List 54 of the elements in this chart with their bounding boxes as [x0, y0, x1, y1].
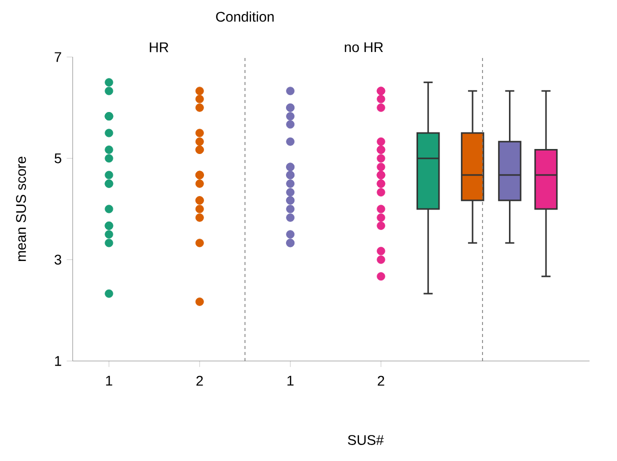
x-tick-label: 1	[106, 376, 112, 386]
y-tick-label: 7	[54, 52, 62, 62]
point	[195, 128, 204, 138]
point	[376, 213, 386, 222]
point	[104, 78, 114, 87]
point	[195, 204, 204, 214]
point	[286, 230, 295, 239]
point	[104, 170, 114, 180]
point	[286, 112, 295, 120]
x-axis-title: SUS#	[348, 435, 384, 445]
point	[376, 154, 386, 163]
point	[104, 146, 114, 154]
point	[104, 204, 114, 214]
y-tick-label: 3	[54, 254, 62, 265]
point	[376, 246, 386, 256]
point	[376, 137, 386, 146]
point	[286, 213, 295, 222]
point	[286, 86, 295, 96]
x-tick-label: 2	[378, 376, 384, 386]
y-tick-label: 5	[54, 153, 62, 164]
point	[195, 298, 204, 306]
point	[195, 103, 204, 112]
point	[195, 238, 204, 248]
point	[376, 188, 386, 196]
point	[195, 94, 204, 104]
point	[195, 137, 204, 146]
point	[195, 213, 204, 222]
x-tick-label: 2	[196, 376, 203, 386]
chart-title: Condition	[216, 11, 274, 22]
point	[376, 222, 386, 230]
point	[104, 128, 114, 138]
point	[104, 238, 114, 248]
point	[286, 188, 295, 196]
point	[286, 120, 295, 129]
point	[195, 179, 204, 188]
chart-subtitle: no HR	[344, 42, 383, 52]
point	[104, 230, 114, 239]
y-tick-label: 1	[55, 356, 62, 366]
point	[376, 255, 386, 264]
point	[104, 289, 114, 298]
point	[376, 162, 386, 172]
point	[286, 204, 295, 214]
point	[195, 86, 204, 96]
point	[376, 103, 386, 112]
point	[104, 86, 114, 96]
point	[286, 179, 295, 188]
point	[286, 137, 295, 146]
point	[376, 204, 386, 214]
point	[104, 154, 114, 163]
x-tick-label: 1	[287, 376, 294, 386]
chart-subtitle: HR	[150, 42, 168, 52]
point	[376, 272, 386, 281]
point	[376, 94, 386, 104]
y-axis-title: mean SUS score	[16, 156, 26, 261]
